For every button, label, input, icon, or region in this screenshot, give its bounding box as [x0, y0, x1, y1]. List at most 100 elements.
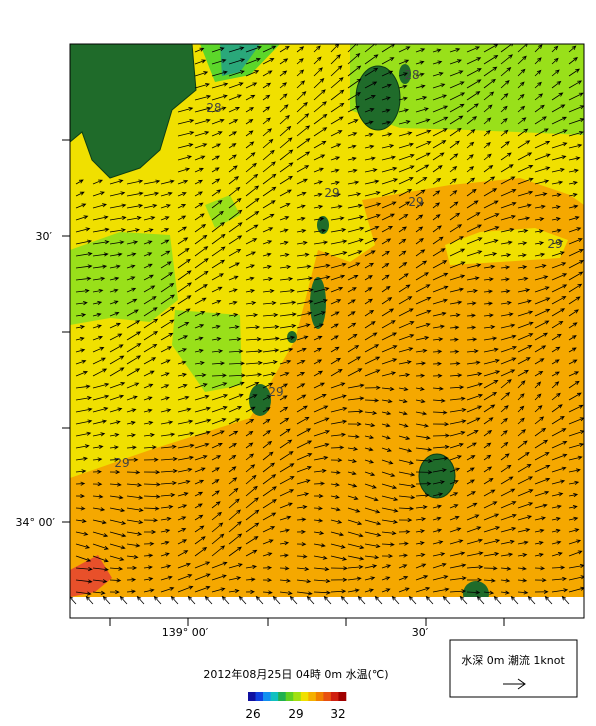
current-arrow [330, 406, 348, 413]
current-arrow [126, 382, 140, 389]
current-arrow [296, 138, 311, 149]
current-arrow [364, 423, 376, 428]
current-arrow [194, 202, 204, 209]
current-arrow [432, 386, 444, 391]
current-arrow [296, 204, 306, 209]
current-arrow [92, 300, 103, 305]
current-arrow [449, 236, 464, 245]
current-arrow [177, 215, 187, 221]
current-arrow [126, 408, 137, 413]
current-arrow [551, 565, 566, 570]
current-arrow [228, 70, 245, 77]
current-arrow [330, 346, 340, 353]
current-arrow [296, 165, 310, 173]
current-arrow [109, 566, 124, 571]
current-arrow [449, 224, 463, 233]
current-arrow [211, 430, 225, 437]
current-arrow [415, 322, 431, 329]
current-arrow [551, 346, 561, 353]
current-arrow [262, 395, 272, 401]
current-arrow [551, 80, 562, 89]
current-arrow [313, 590, 331, 595]
colorbar-label: 26 [245, 707, 260, 721]
current-arrow [323, 595, 332, 605]
current-arrow [347, 507, 361, 513]
current-arrow [466, 68, 482, 77]
current-arrow [330, 77, 344, 89]
current-arrow [245, 185, 260, 197]
current-arrow [75, 579, 93, 584]
current-arrow [398, 360, 412, 365]
current-arrow [534, 264, 547, 269]
current-arrow [228, 248, 242, 257]
current-arrow [568, 260, 584, 269]
current-arrow [194, 94, 212, 101]
current-arrow [245, 549, 258, 557]
current-arrow [177, 395, 190, 401]
current-arrow [432, 177, 442, 185]
current-arrow [466, 479, 475, 485]
current-arrow [279, 428, 291, 437]
current-arrow [466, 502, 478, 509]
current-arrow [279, 264, 292, 270]
current-arrow [279, 70, 288, 77]
current-arrow [551, 192, 562, 198]
current-arrow [381, 166, 398, 173]
current-arrow [483, 213, 500, 221]
current-arrow [466, 141, 475, 149]
current-arrow [75, 407, 93, 413]
current-arrow [330, 589, 347, 594]
current-arrow [245, 337, 262, 342]
current-arrow [347, 368, 363, 377]
current-arrow [551, 155, 567, 161]
current-arrow [347, 396, 365, 401]
current-arrow [262, 552, 273, 557]
colorbar-cell [248, 692, 256, 701]
current-arrow [551, 428, 567, 437]
current-arrow [92, 507, 106, 512]
current-arrow [534, 286, 550, 293]
current-arrow [330, 204, 343, 209]
current-arrow [211, 299, 222, 305]
current-arrow [415, 152, 431, 161]
current-arrow [551, 92, 564, 101]
current-arrow [109, 252, 123, 257]
current-arrow [313, 481, 325, 486]
current-arrow [364, 507, 381, 514]
current-arrow [364, 543, 381, 549]
current-arrow [364, 471, 376, 477]
current-arrow [279, 406, 289, 413]
current-arrow [245, 522, 260, 533]
current-arrow [279, 476, 295, 485]
current-arrow [483, 478, 494, 485]
current-arrow [398, 177, 414, 185]
current-arrow [228, 154, 237, 161]
current-arrow [517, 590, 529, 595]
current-arrow [279, 566, 290, 571]
current-arrow [398, 347, 414, 353]
current-arrow [500, 253, 512, 258]
current-arrow [279, 335, 296, 341]
current-arrow [177, 226, 187, 233]
current-arrow [75, 264, 93, 269]
current-arrow [262, 499, 277, 509]
current-arrow [228, 82, 244, 89]
current-arrow [415, 164, 430, 173]
current-arrow [109, 531, 127, 538]
current-arrow [330, 299, 342, 305]
current-arrow [296, 566, 310, 571]
current-arrows [70, 44, 584, 605]
current-arrow [262, 45, 277, 53]
current-arrow [211, 490, 220, 497]
current-arrow [483, 188, 498, 197]
current-arrow [510, 595, 519, 605]
current-arrow [347, 434, 360, 439]
current-arrow [534, 477, 551, 485]
current-arrow [194, 442, 210, 449]
current-arrow [160, 359, 171, 365]
current-arrow [245, 288, 256, 294]
current-arrow [568, 322, 578, 329]
current-arrow [432, 361, 442, 366]
current-arrow [177, 295, 192, 305]
current-arrow [126, 179, 144, 185]
